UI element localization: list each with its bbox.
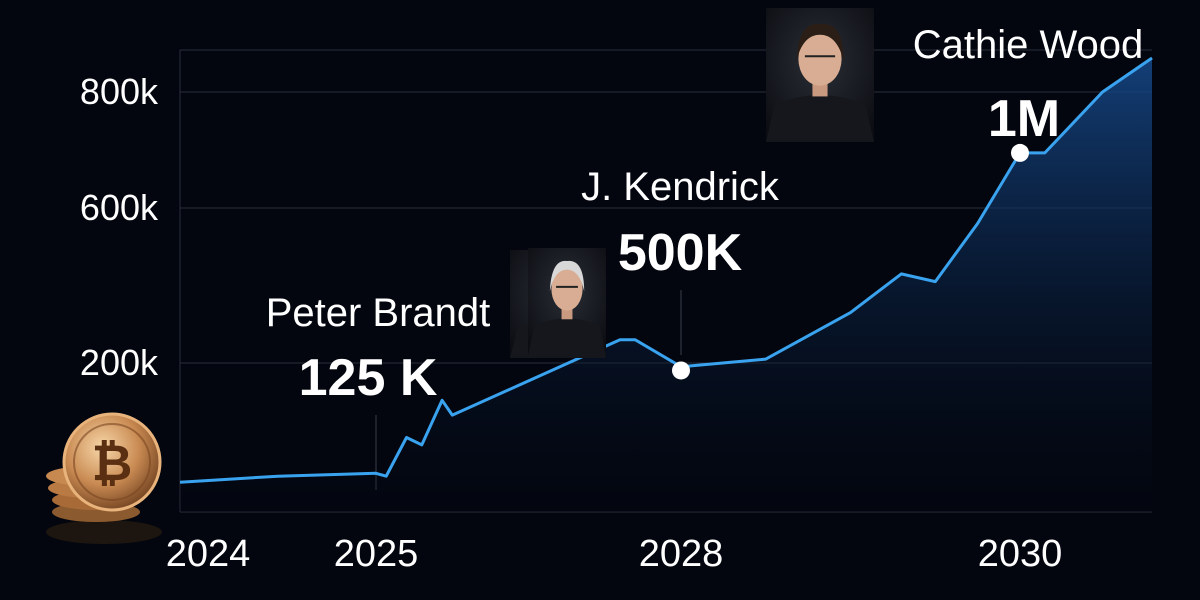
annotation-marker: [1011, 143, 1029, 162]
annotation-cathie-wood: Cathie Wood 1M: [766, 8, 1143, 162]
annotation-name: J. Kendrick: [581, 165, 780, 209]
person-photo: [766, 8, 874, 142]
series-line: [179, 56, 1153, 484]
annotations: Peter Brandt 125 K J. Kendrick 500K Cathie W…: [266, 8, 1143, 407]
x-tick-label: 2030: [978, 533, 1063, 575]
y-tick-label: 200k: [80, 342, 159, 383]
x-tick-label: 2028: [639, 533, 724, 575]
annotation-j-kendrick: J. Kendrick 500K: [528, 165, 780, 380]
x-tick-label: 2024: [166, 533, 251, 575]
y-tick-label: 800k: [80, 71, 159, 112]
y-tick-label: 600k: [80, 187, 159, 228]
svg-text:₿: ₿: [92, 435, 133, 491]
annotation-value: 500K: [618, 224, 743, 282]
annotation-marker: [672, 361, 690, 380]
plot-area: [179, 56, 1153, 512]
annotation-name: Cathie Wood: [913, 23, 1144, 67]
bitcoin-coins-icon: ₿: [46, 412, 162, 544]
x-axis: 2024 2025 2028 2030: [166, 533, 1063, 575]
y-axis: 800k 600k 200k: [80, 50, 1152, 513]
x-tick-label: 2025: [334, 533, 419, 575]
annotation-name: Peter Brandt: [266, 291, 491, 335]
annotation-value: 125 K: [299, 349, 438, 407]
series-area: [180, 58, 1152, 512]
annotation-value: 1M: [988, 90, 1060, 148]
person-photo: [528, 248, 606, 356]
